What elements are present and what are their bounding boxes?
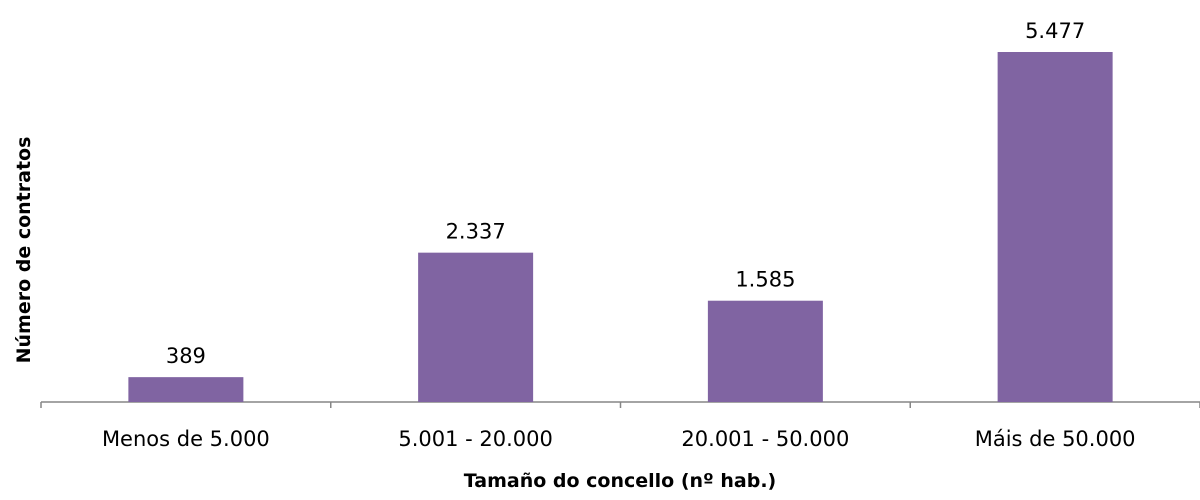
- bar-0: [128, 377, 244, 402]
- data-label: 1.585: [735, 268, 795, 292]
- y-axis-title: Número de contratos: [13, 137, 35, 364]
- category-label: 5.001 - 20.000: [398, 427, 553, 451]
- category-label: 20.001 - 50.000: [681, 427, 849, 451]
- category-label: Máis de 50.000: [975, 427, 1136, 451]
- bar-2: [707, 300, 823, 402]
- data-label: 5.477: [1025, 19, 1085, 43]
- x-axis-title: Tamaño do concello (nº hab.): [464, 470, 777, 492]
- data-label: 2.337: [446, 220, 506, 244]
- category-label: Menos de 5.000: [102, 427, 270, 451]
- data-label: 389: [166, 344, 206, 368]
- bar-3: [997, 52, 1113, 402]
- bar-1: [418, 252, 534, 402]
